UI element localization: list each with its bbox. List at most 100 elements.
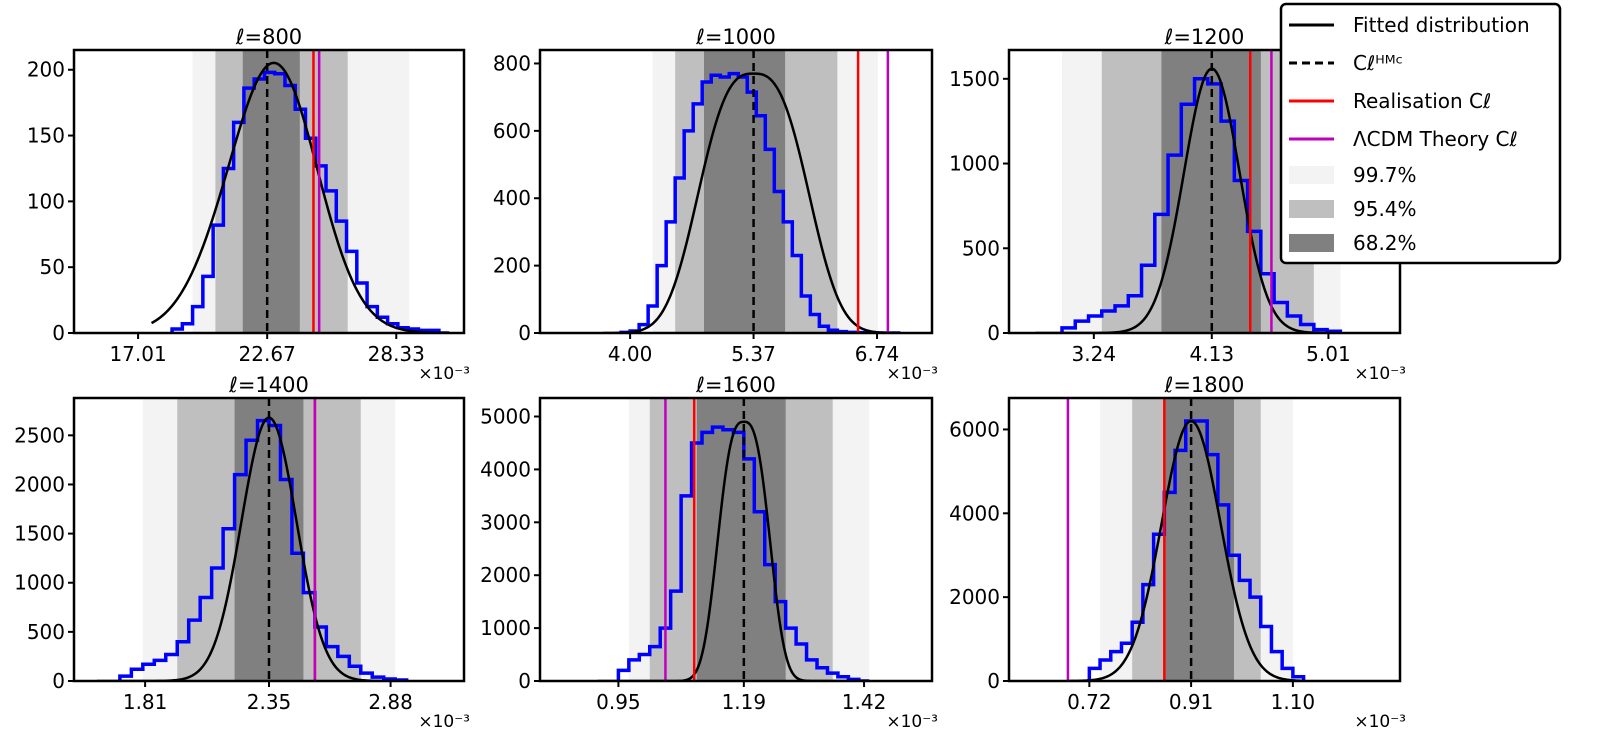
x-tick-label: 0.91 bbox=[1169, 690, 1214, 714]
panel-title: ℓ=1000 bbox=[695, 25, 776, 49]
y-tick-label: 200 bbox=[493, 254, 531, 278]
x-tick-label: 3.24 bbox=[1072, 342, 1117, 366]
legend-label: 99.7% bbox=[1353, 163, 1417, 187]
x-tick-label: 4.00 bbox=[608, 342, 653, 366]
legend-label: 95.4% bbox=[1353, 197, 1417, 221]
x-tick-label: 1.42 bbox=[842, 690, 887, 714]
panel-title: ℓ=1600 bbox=[695, 373, 776, 397]
axes-frame bbox=[72, 48, 466, 335]
y-tick-label: 2000 bbox=[480, 563, 531, 587]
y-tick-label: 400 bbox=[493, 186, 531, 210]
band-68-2 bbox=[704, 50, 786, 333]
y-tick-label: 0 bbox=[518, 321, 531, 345]
x-axis-multiplier: ×10⁻³ bbox=[1354, 712, 1406, 732]
y-tick-label: 0 bbox=[518, 669, 531, 693]
legend-entry: ΛCDM Theory Cℓ bbox=[1289, 127, 1518, 151]
y-tick-label: 500 bbox=[962, 236, 1000, 260]
y-tick-label: 2000 bbox=[949, 585, 1000, 609]
panel-title: ℓ=1200 bbox=[1164, 25, 1245, 49]
x-tick-label: 17.01 bbox=[109, 342, 166, 366]
legend-label: Realisation Cℓ bbox=[1353, 89, 1491, 113]
band-68-2 bbox=[242, 50, 300, 333]
x-tick-label: 22.67 bbox=[239, 342, 296, 366]
legend-label: Cℓᴴᴹᶜ bbox=[1353, 51, 1403, 75]
fitted-distribution bbox=[603, 72, 901, 333]
axes-frame bbox=[538, 48, 934, 335]
x-axis-multiplier: ×10⁻³ bbox=[886, 712, 938, 732]
x-tick-label: 5.01 bbox=[1306, 342, 1351, 366]
legend-entry: Realisation Cℓ bbox=[1289, 89, 1491, 113]
y-tick-label: 4000 bbox=[949, 501, 1000, 525]
fitted-distribution bbox=[597, 420, 870, 681]
band-68-2 bbox=[696, 398, 786, 681]
y-tick-label: 200 bbox=[27, 58, 65, 82]
axes-frame bbox=[1007, 396, 1402, 683]
x-axis-multiplier: ×10⁻³ bbox=[418, 712, 470, 732]
legend-entry: 99.7% bbox=[1289, 163, 1417, 187]
legend-frame bbox=[1279, 2, 1562, 265]
y-tick-label: 1000 bbox=[480, 616, 531, 640]
x-tick-label: 4.13 bbox=[1190, 342, 1235, 366]
histogram bbox=[1060, 77, 1343, 333]
y-tick-label: 0 bbox=[52, 669, 65, 693]
y-tick-label: 4000 bbox=[480, 457, 531, 481]
y-tick-label: 100 bbox=[27, 189, 65, 213]
y-tick-label: 600 bbox=[493, 119, 531, 143]
x-tick-label: 6.74 bbox=[855, 342, 900, 366]
legend-entry: Cℓᴴᴹᶜ bbox=[1289, 51, 1403, 75]
y-tick-label: 150 bbox=[27, 124, 65, 148]
x-tick-label: 5.37 bbox=[731, 342, 776, 366]
plot-area bbox=[603, 50, 901, 333]
x-axis-multiplier: ×10⁻³ bbox=[1354, 364, 1406, 384]
y-tick-label: 50 bbox=[40, 255, 65, 279]
y-tick-label: 3000 bbox=[480, 510, 531, 534]
x-tick-label: 1.81 bbox=[123, 690, 168, 714]
x-tick-label: 1.10 bbox=[1271, 690, 1316, 714]
legend: Fitted distribution Cℓᴴᴹᶜ Realisation Cℓ ΛC… bbox=[1279, 2, 1562, 265]
histogram bbox=[616, 425, 870, 681]
legend-label: Fitted distribution bbox=[1353, 13, 1530, 37]
y-tick-label: 6000 bbox=[949, 417, 1000, 441]
y-tick-label: 1500 bbox=[14, 522, 65, 546]
legend-entry: 95.4% bbox=[1289, 197, 1417, 221]
x-axis-multiplier: ×10⁻³ bbox=[886, 364, 938, 384]
panel-title: ℓ=1800 bbox=[1164, 373, 1245, 397]
fitted-distribution bbox=[1067, 419, 1304, 681]
x-tick-label: 1.19 bbox=[722, 690, 767, 714]
x-tick-label: 2.35 bbox=[247, 690, 292, 714]
plot-area bbox=[96, 398, 409, 681]
legend-entry: Fitted distribution bbox=[1289, 13, 1530, 37]
panel-title: ℓ=800 bbox=[235, 25, 302, 49]
x-tick-label: 28.33 bbox=[368, 342, 425, 366]
y-tick-label: 0 bbox=[987, 669, 1000, 693]
panel-title: ℓ=1400 bbox=[228, 373, 309, 397]
y-tick-label: 800 bbox=[493, 51, 531, 75]
y-tick-label: 2500 bbox=[14, 423, 65, 447]
y-tick-label: 2000 bbox=[14, 472, 65, 496]
panel-4: ℓ=1400 1.81 2.35 2.88×10⁻³ 0 500 1000 1500 2000 2… bbox=[14, 373, 470, 732]
plot-area bbox=[150, 50, 450, 333]
legend-label: 68.2% bbox=[1353, 231, 1417, 255]
axes-frame bbox=[538, 396, 934, 683]
legend-patch bbox=[1289, 166, 1334, 184]
x-tick-label: 2.88 bbox=[368, 690, 413, 714]
plot-area bbox=[597, 398, 870, 681]
panel-5: ℓ=1600 0.95 1.19 1.42×10⁻³ 0 1000 2000 3000 4000… bbox=[480, 373, 938, 732]
y-tick-label: 5000 bbox=[480, 405, 531, 429]
histogram bbox=[1087, 419, 1306, 681]
histogram bbox=[619, 71, 901, 333]
legend-entry: 68.2% bbox=[1289, 231, 1417, 255]
panel-1: ℓ=800 17.01 22.67 28.33×10⁻³ 0 50 100 150 200 bbox=[27, 25, 470, 384]
panel-2: ℓ=1000 4.00 5.37 6.74×10⁻³ 0 200 400 600 800 bbox=[493, 25, 938, 384]
x-axis-multiplier: ×10⁻³ bbox=[418, 364, 470, 384]
y-tick-label: 500 bbox=[27, 620, 65, 644]
plot-area bbox=[1066, 398, 1306, 681]
panel-6: ℓ=1800 0.72 0.91 1.10 ×10⁻³ 0 2000 4000 6000 bbox=[949, 373, 1406, 732]
legend-patch bbox=[1289, 234, 1334, 252]
y-tick-label: 0 bbox=[987, 321, 1000, 345]
y-tick-label: 0 bbox=[52, 321, 65, 345]
x-tick-label: 0.72 bbox=[1067, 690, 1112, 714]
legend-patch bbox=[1289, 200, 1334, 218]
y-tick-label: 1000 bbox=[14, 571, 65, 595]
